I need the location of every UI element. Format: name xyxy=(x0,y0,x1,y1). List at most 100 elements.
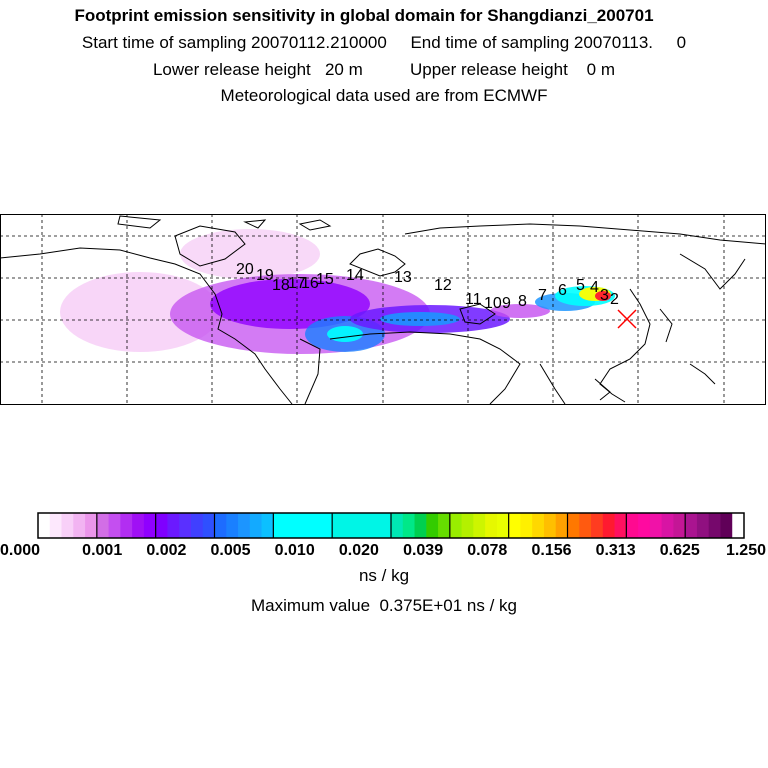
color-swatch xyxy=(579,513,592,538)
color-swatch xyxy=(391,513,404,538)
color-swatch xyxy=(261,513,274,538)
color-swatch xyxy=(190,513,204,538)
color-swatch xyxy=(591,513,604,538)
trajectory-label: 16 xyxy=(301,275,319,292)
trajectory-label: 20 xyxy=(236,261,254,278)
trajectory-labels: 20 19 18 17 16 15 14 13 12 11 10 9 8 7 6… xyxy=(236,261,619,312)
color-swatch xyxy=(485,513,498,538)
color-swatch xyxy=(555,513,568,538)
trajectory-label: 14 xyxy=(346,267,364,284)
color-swatch xyxy=(602,513,615,538)
trajectory-label: 13 xyxy=(394,269,412,286)
trajectory-label: 3 xyxy=(600,287,609,304)
color-swatch xyxy=(143,513,157,538)
color-scale-tick-label: 0.020 xyxy=(339,542,379,559)
color-swatch xyxy=(155,513,168,538)
color-swatches xyxy=(38,513,745,538)
color-swatch xyxy=(414,513,427,538)
color-swatch xyxy=(661,513,674,538)
color-swatch xyxy=(273,513,333,538)
color-swatch xyxy=(238,513,251,538)
trajectory-label: 12 xyxy=(434,277,452,294)
trajectory-label: 18 xyxy=(272,277,290,294)
color-swatch xyxy=(61,513,74,538)
color-swatch xyxy=(96,513,109,538)
sensitivity-plume xyxy=(60,229,615,354)
color-swatch xyxy=(520,513,533,538)
trajectory-label: 19 xyxy=(256,267,274,284)
graticule xyxy=(0,214,766,405)
color-swatch xyxy=(120,513,133,538)
color-swatch xyxy=(49,513,62,538)
color-swatch xyxy=(132,513,145,538)
trajectory-label: 8 xyxy=(518,293,527,310)
maximum-value-label: Maximum value 0.375E+01 ns / kg xyxy=(251,596,517,615)
color-swatch xyxy=(438,513,451,538)
color-group-dividers xyxy=(96,513,686,538)
color-scale-tick-label: 1.250 xyxy=(726,542,766,559)
meteorological-data-line: Meteorological data used are from ECMWF xyxy=(220,86,548,105)
color-swatch xyxy=(473,513,486,538)
color-swatch xyxy=(167,513,180,538)
trajectory-label: 9 xyxy=(502,295,511,312)
trajectory-label: 2 xyxy=(610,291,619,308)
color-swatch xyxy=(226,513,239,538)
color-scale-tick-label: 0.313 xyxy=(596,542,636,559)
color-swatch xyxy=(673,513,686,538)
color-scale-tick-label: 0.625 xyxy=(660,542,700,559)
color-scale-tick-label: 0.001 xyxy=(82,542,122,559)
color-swatch xyxy=(567,513,580,538)
trajectory-label: 7 xyxy=(538,287,547,304)
color-swatch xyxy=(179,513,192,538)
color-swatch xyxy=(720,513,733,538)
unit-label: ns / kg xyxy=(358,566,410,585)
color-swatch xyxy=(85,513,98,538)
trajectory-label: 11 xyxy=(465,291,482,308)
color-swatch xyxy=(732,513,745,538)
color-swatch xyxy=(73,513,86,538)
color-swatch xyxy=(38,513,51,538)
color-swatch xyxy=(638,513,651,538)
plot-title: Footprint emission sensitivity in global… xyxy=(74,6,654,25)
color-swatch xyxy=(696,513,710,538)
coastlines xyxy=(0,215,766,405)
color-swatch xyxy=(626,513,639,538)
release-height-line: Lower release height 20 m Upper release … xyxy=(152,60,616,79)
color-swatch xyxy=(426,513,439,538)
color-swatch xyxy=(449,513,462,538)
color-scale-frame xyxy=(37,512,745,539)
color-scale-tick-label: 0.000 xyxy=(0,542,40,559)
trajectory-label: 6 xyxy=(558,282,567,299)
color-swatch xyxy=(461,513,474,538)
color-swatch xyxy=(685,513,698,538)
trajectory-label: 10 xyxy=(484,295,502,312)
color-scale-tick-label: 0.002 xyxy=(146,542,186,559)
color-scale-tick-label: 0.010 xyxy=(275,542,315,559)
color-scale-tick-label: 0.078 xyxy=(467,542,507,559)
color-swatch xyxy=(614,513,627,538)
color-swatch xyxy=(402,513,415,538)
trajectory-label: 17 xyxy=(288,275,306,292)
trajectory-label: 5 xyxy=(576,277,585,294)
color-swatch xyxy=(508,513,521,538)
color-swatch xyxy=(708,513,721,538)
color-scale-tick-label: 0.039 xyxy=(403,542,443,559)
color-swatch xyxy=(532,513,545,538)
color-swatch xyxy=(543,513,557,538)
sampling-time-line: Start time of sampling 20070112.210000 E… xyxy=(81,33,687,52)
color-scale-labels: 0.000 0.001 0.002 0.005 0.010 0.020 0.039 0.078… xyxy=(0,542,766,559)
color-swatch xyxy=(249,513,262,538)
color-swatch xyxy=(202,513,215,538)
color-swatch xyxy=(214,513,227,538)
footprint-map: 20 19 18 17 16 15 14 13 12 11 10 9 8 7 6… xyxy=(0,214,766,405)
receptor-marker xyxy=(617,309,637,329)
color-scale-tick-label: 0.005 xyxy=(210,542,250,559)
color-swatch xyxy=(108,513,121,538)
trajectory-label: 4 xyxy=(590,279,599,296)
color-swatch xyxy=(496,513,510,538)
trajectory-label: 15 xyxy=(316,271,334,288)
color-swatch xyxy=(332,513,392,538)
color-swatch xyxy=(649,513,663,538)
color-scale-tick-label: 0.156 xyxy=(531,542,571,559)
color-scale-bar: 0.000 0.001 0.002 0.005 0.010 0.020 0.039 0.078… xyxy=(0,512,766,559)
